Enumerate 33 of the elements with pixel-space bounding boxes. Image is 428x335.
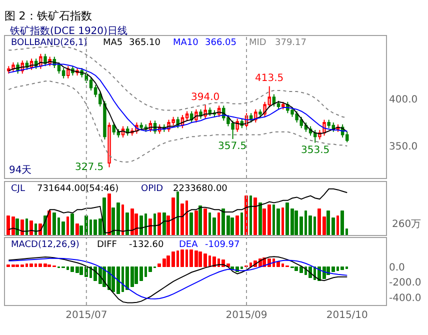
annotation: 327.5: [75, 162, 104, 173]
annotation: DEA: [179, 240, 199, 250]
annotation: MID: [249, 38, 266, 48]
annotation: 353.5: [301, 145, 330, 156]
annotation: MA10: [173, 38, 199, 48]
annotation: 94天: [9, 165, 32, 176]
chart-title: 图 2：铁矿石指数: [4, 9, 92, 22]
annotation: -109.97: [205, 240, 240, 250]
y-tick-label: -200.0: [389, 278, 422, 289]
annotation: 379.17: [275, 38, 306, 48]
text: 260万: [392, 219, 422, 230]
annotation: MA5: [103, 38, 123, 48]
annotation: 413.5: [255, 73, 284, 84]
x-tick-label: 2015/09: [226, 310, 268, 321]
x-tick-label: 2015/07: [66, 310, 108, 321]
annotation: 394.0: [191, 92, 220, 103]
annotation: OPID: [141, 184, 164, 194]
chart-subtitle: 铁矿指数(DCE 1920)日线: [9, 25, 128, 37]
annotation: 365.10: [129, 38, 161, 48]
x-tick-label: 2015/10: [326, 310, 368, 321]
y-tick-label: 400.0: [389, 94, 418, 106]
annotation: 2233680.00: [173, 184, 228, 194]
annotation: 731644.00(54:46): [37, 184, 119, 194]
annotation: CJL: [11, 184, 25, 194]
y-tick-label: 0.0: [389, 262, 405, 274]
annotation: BOLLBAND(26,1): [11, 38, 88, 48]
annotation: DIFF: [97, 240, 117, 250]
annotation: 357.5: [218, 141, 247, 152]
annotation: -132.60: [129, 240, 164, 250]
y-tick-label: 350.0: [389, 142, 418, 153]
annotation: 366.05: [205, 38, 236, 48]
y-tick-label: -400.0: [389, 292, 422, 304]
annotation: MACD(12,26,9): [11, 240, 80, 250]
